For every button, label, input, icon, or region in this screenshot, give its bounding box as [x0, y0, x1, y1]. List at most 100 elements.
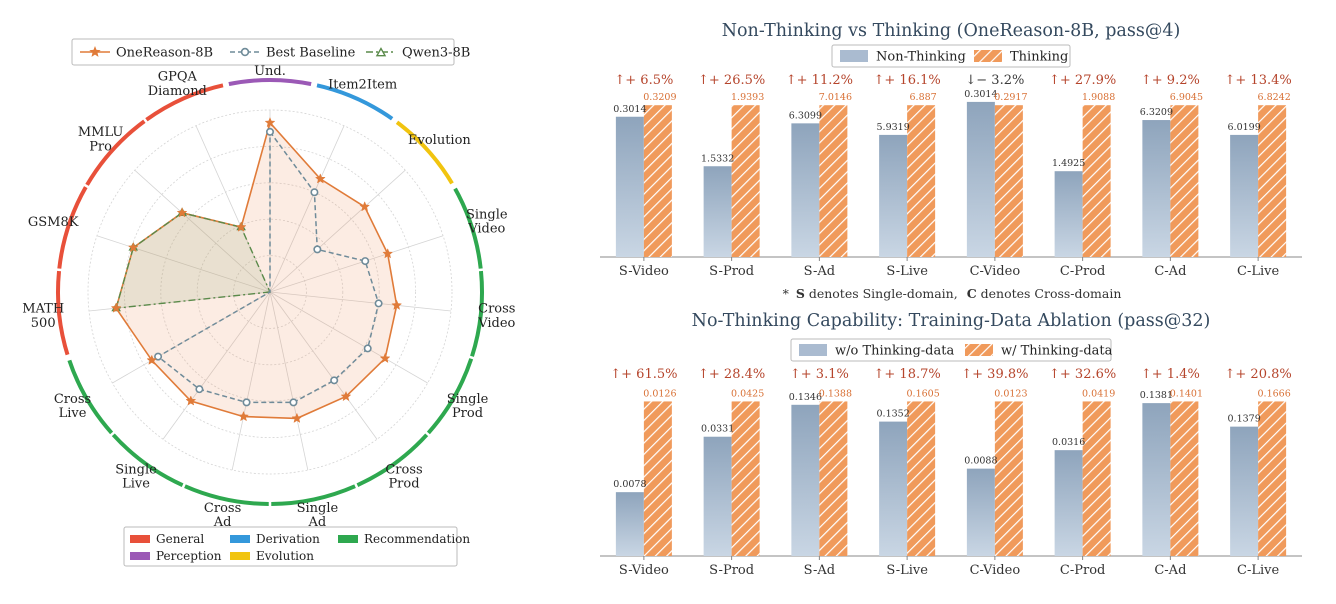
legend-label: w/o Thinking-data	[835, 344, 954, 359]
category-arc	[85, 119, 146, 186]
legend-box	[831, 44, 1071, 68]
x-tick-label: C-Prod	[1060, 563, 1105, 578]
bar-series1	[615, 116, 644, 257]
baseline-point	[330, 376, 339, 385]
value-label-series1: 0.1346	[789, 392, 822, 403]
legend-triangle-icon	[375, 47, 387, 57]
value-label-series2: 0.2917	[994, 92, 1027, 103]
x-tick-label: S-Ad	[804, 563, 835, 578]
x-tick-label: C-Ad	[1154, 563, 1186, 578]
onereason-point	[235, 221, 247, 232]
x-tick-label: S-Prod	[709, 264, 754, 279]
change-annotation: ↓− 3.2%	[965, 73, 1024, 88]
onereason-point	[382, 248, 394, 259]
bar-series2	[994, 401, 1023, 556]
chart-title: Non-Thinking vs Thinking (OneReason-8B, …	[722, 21, 1181, 41]
bar-series1	[703, 436, 732, 556]
value-label-series2: 6.8242	[1258, 92, 1291, 103]
axis-label-line: Prod	[452, 406, 483, 421]
value-label-series2: 6.887	[910, 92, 937, 103]
axis-label-line: Video	[467, 222, 505, 237]
axis-label-line: Prod	[388, 477, 419, 492]
change-annotation: ↑+ 1.4%	[1141, 367, 1200, 382]
axis-label: Single Ad	[297, 501, 339, 530]
category-gap	[447, 180, 460, 192]
x-tick-label: S-Prod	[709, 563, 754, 578]
axis-label-line: 500	[31, 316, 56, 331]
value-label-series1: 1.4925	[1052, 158, 1085, 169]
bar-series2	[643, 105, 672, 257]
legend-label-onereason: OneReason-8B	[116, 46, 213, 61]
chart-title: No-Thinking Capability: Training-Data Ab…	[692, 311, 1211, 331]
bar-series2	[1170, 401, 1199, 556]
change-annotation: ↑+ 27.9%	[1049, 73, 1116, 88]
value-label-series2: 7.0146	[819, 92, 852, 103]
radar-spoke	[269, 235, 444, 293]
bar-series1	[1142, 403, 1171, 556]
value-label-series1: 0.3014	[613, 104, 646, 115]
category-arc	[145, 82, 226, 122]
bar-series2	[907, 401, 936, 556]
radar-spoke	[269, 125, 345, 293]
category-swatch	[130, 552, 150, 560]
axis-label-line: Single	[447, 392, 489, 407]
footnote: * S denotes Single-domain, C denotes Cro…	[783, 286, 1122, 301]
onereason-point	[291, 412, 303, 423]
axis-label: Item2Item	[328, 77, 397, 92]
radar-chart: ItemUnd.Item2ItemEvolutionSingleVideoCro…	[22, 50, 515, 530]
bar-series1	[966, 468, 995, 556]
axis-label-line: Evolution	[408, 133, 471, 148]
bar-series1	[615, 492, 644, 556]
baseline-point	[361, 257, 370, 266]
category-arc	[426, 358, 474, 435]
axis-label: Single Video	[466, 207, 508, 236]
value-label-series1: 0.0088	[964, 456, 997, 467]
axis-label-line: Cross	[478, 302, 515, 317]
bar-chart-thinking: Non-Thinking vs Thinking (OneReason-8B, …	[600, 21, 1302, 279]
x-tick-label: S-Live	[886, 563, 928, 578]
change-annotation: ↑+ 39.8%	[961, 367, 1028, 382]
category-label: Derivation	[256, 532, 320, 546]
axis-label: Cross Ad	[204, 501, 241, 530]
bar-series1	[791, 404, 820, 556]
bar-series1	[1230, 426, 1259, 556]
baseline-point	[374, 299, 383, 308]
baseline-point	[363, 344, 372, 353]
category-label: Evolution	[256, 549, 314, 563]
radar-spoke	[269, 291, 378, 440]
value-label-series2: 0.1401	[1170, 388, 1203, 399]
axis-label-line: GSM8K	[28, 215, 79, 230]
change-annotation: ↑+ 11.2%	[786, 73, 853, 88]
legend-star-icon	[89, 46, 101, 57]
value-label-series1: 0.0331	[701, 424, 734, 435]
axis-label-line: Cross	[204, 501, 241, 516]
axis-label: MATH 500	[22, 302, 64, 331]
value-label-series1: 0.1379	[1228, 414, 1261, 425]
category-legend: General Derivation Recommendation Perceptio…	[123, 526, 470, 567]
category-gap	[221, 79, 230, 91]
category-arc	[111, 433, 184, 487]
value-label-series2: 1.9088	[1082, 92, 1115, 103]
bar-series2	[731, 105, 760, 257]
value-label-series1: 0.0078	[613, 479, 646, 490]
onereason-point	[314, 173, 326, 184]
legend-swatch-orange	[965, 344, 993, 356]
category-label: Recommendation	[364, 532, 470, 546]
onereason-point	[264, 117, 276, 128]
value-label-series1: 0.3014	[964, 89, 997, 100]
value-label-series2: 0.1666	[1258, 388, 1291, 399]
bar-series1	[1054, 450, 1083, 556]
x-tick-label: C-Video	[970, 563, 1021, 578]
axis-label-line: GPQA	[158, 69, 198, 84]
category-arc	[394, 119, 455, 186]
baseline-point	[265, 127, 274, 136]
bar-series1	[703, 166, 732, 257]
axis-label-line: Ad	[213, 515, 232, 530]
baseline-point	[242, 398, 251, 407]
baseline-point	[289, 398, 298, 407]
change-annotation: ↑+ 9.2%	[1141, 73, 1200, 88]
legend-label: w/ Thinking-data	[1001, 344, 1113, 359]
axis-label-line: Live	[59, 406, 87, 421]
